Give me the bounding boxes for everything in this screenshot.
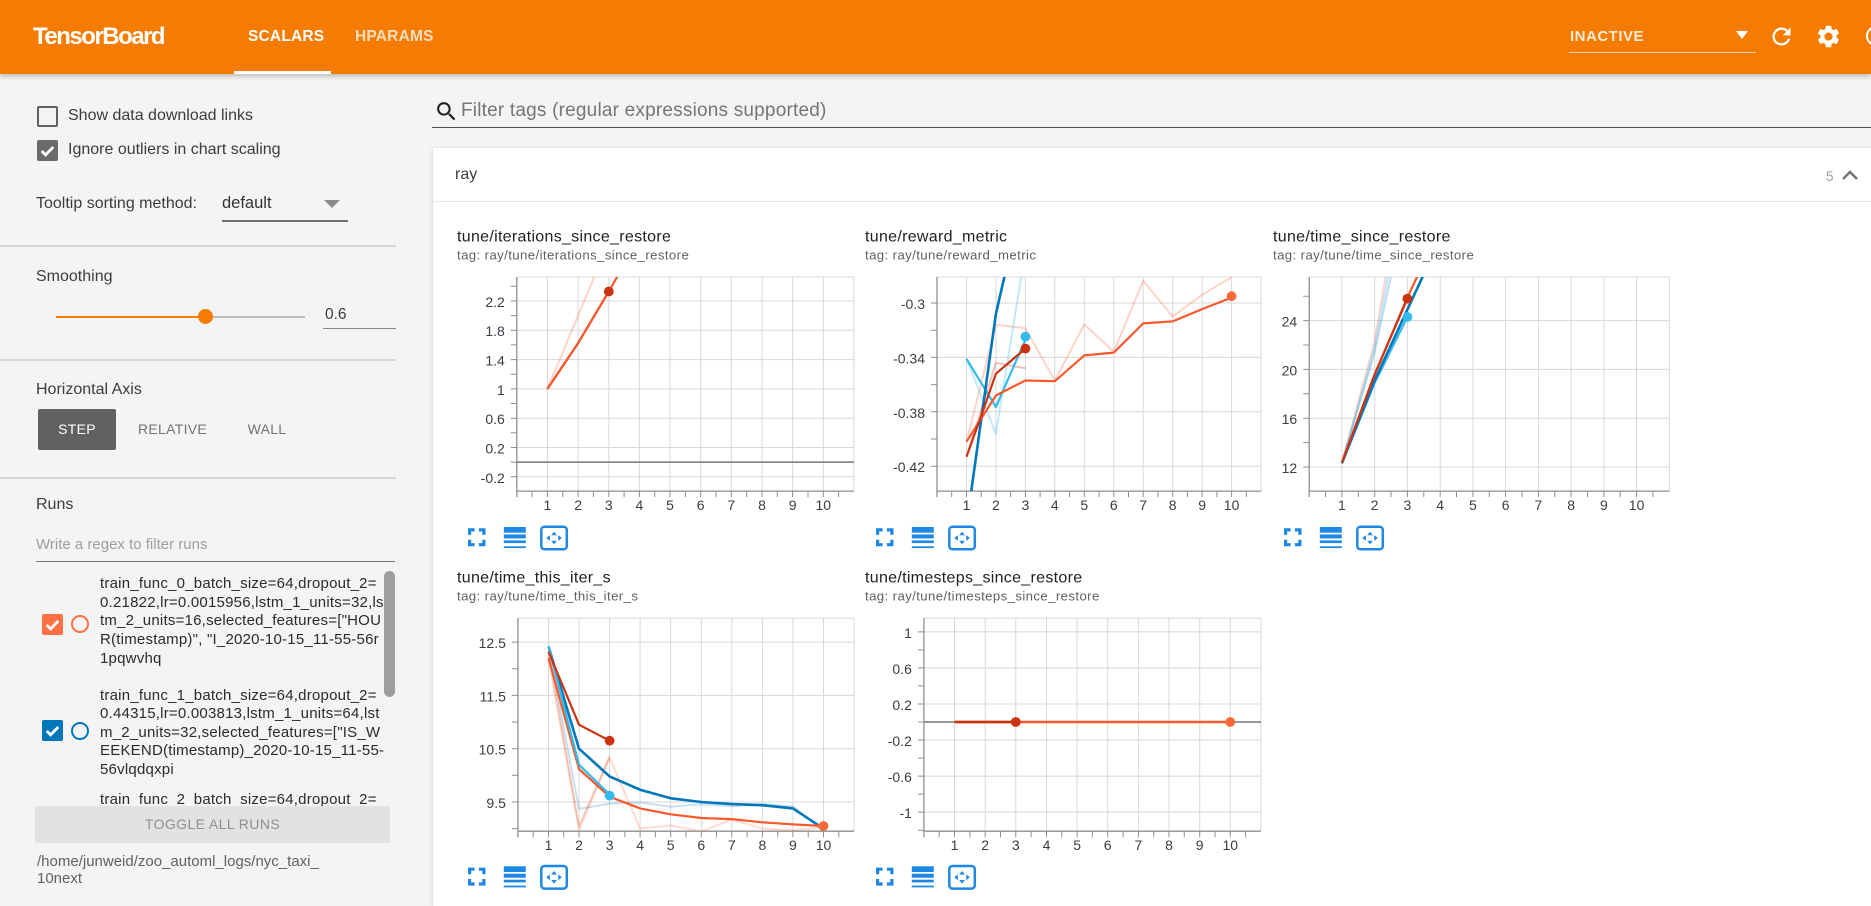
svg-text:6: 6 <box>1502 497 1510 513</box>
svg-text:12.5: 12.5 <box>479 635 506 651</box>
svg-text:8: 8 <box>1169 497 1177 513</box>
svg-text:2.2: 2.2 <box>485 294 505 310</box>
svg-text:-0.3: -0.3 <box>901 296 925 312</box>
svg-text:9.5: 9.5 <box>486 795 506 811</box>
svg-text:7: 7 <box>1139 497 1147 513</box>
svg-text:5: 5 <box>1469 497 1477 513</box>
svg-text:5: 5 <box>1073 837 1081 853</box>
svg-text:-0.2: -0.2 <box>888 733 912 749</box>
svg-text:10: 10 <box>1223 837 1239 853</box>
svg-text:3: 3 <box>1022 497 1030 513</box>
svg-text:3: 3 <box>606 837 614 853</box>
svg-text:2: 2 <box>992 497 1000 513</box>
svg-text:7: 7 <box>728 837 736 853</box>
svg-text:1.8: 1.8 <box>485 323 505 339</box>
svg-text:6: 6 <box>1104 837 1112 853</box>
svg-text:tune/timesteps_since_restore: tune/timesteps_since_restore <box>865 570 1082 587</box>
svg-text:3: 3 <box>1012 837 1020 853</box>
svg-text:-0.38: -0.38 <box>893 405 925 421</box>
svg-text:11.5: 11.5 <box>480 688 506 704</box>
svg-text:10: 10 <box>1224 497 1240 513</box>
svg-text:tag: ray/tune/timesteps_since_: tag: ray/tune/timesteps_since_restore <box>865 589 1100 604</box>
svg-text:-0.2: -0.2 <box>481 470 505 486</box>
svg-text:1: 1 <box>904 625 912 641</box>
svg-text:9: 9 <box>1600 497 1608 513</box>
svg-text:7: 7 <box>727 497 735 513</box>
svg-text:7: 7 <box>1535 497 1543 513</box>
svg-text:4: 4 <box>636 837 644 853</box>
svg-text:9: 9 <box>789 497 797 513</box>
svg-text:9: 9 <box>1198 497 1206 513</box>
svg-text:-0.6: -0.6 <box>888 769 912 785</box>
svg-text:tag: ray/tune/time_since_resto: tag: ray/tune/time_since_restore <box>1273 248 1474 263</box>
svg-text:5: 5 <box>667 837 675 853</box>
svg-text:tune/time_since_restore: tune/time_since_restore <box>1273 229 1451 246</box>
svg-text:8: 8 <box>1165 837 1173 853</box>
svg-text:0.6: 0.6 <box>892 661 912 677</box>
svg-text:8: 8 <box>758 497 766 513</box>
svg-text:5: 5 <box>666 497 674 513</box>
svg-text:5: 5 <box>1080 497 1088 513</box>
svg-text:0.2: 0.2 <box>892 697 912 713</box>
svg-text:-0.34: -0.34 <box>893 350 925 366</box>
svg-text:1: 1 <box>544 497 552 513</box>
svg-text:9: 9 <box>789 837 797 853</box>
svg-text:8: 8 <box>1567 497 1575 513</box>
svg-text:1: 1 <box>963 497 971 513</box>
svg-text:20: 20 <box>1282 362 1298 378</box>
svg-text:tag: ray/tune/iterations_since: tag: ray/tune/iterations_since_restore <box>457 248 689 263</box>
svg-text:6: 6 <box>1110 497 1118 513</box>
svg-text:3: 3 <box>1404 497 1412 513</box>
svg-text:9: 9 <box>1196 837 1204 853</box>
svg-text:tune/time_this_iter_s: tune/time_this_iter_s <box>457 570 611 587</box>
svg-text:2: 2 <box>981 837 989 853</box>
svg-text:tag: ray/tune/reward_metric: tag: ray/tune/reward_metric <box>865 248 1036 263</box>
svg-text:2: 2 <box>1371 497 1379 513</box>
svg-text:1.4: 1.4 <box>485 353 505 369</box>
svg-text:0.2: 0.2 <box>485 441 505 457</box>
svg-text:1: 1 <box>545 837 553 853</box>
svg-text:4: 4 <box>1051 497 1059 513</box>
svg-text:10: 10 <box>816 497 832 513</box>
svg-text:tag: ray/tune/time_this_iter_s: tag: ray/tune/time_this_iter_s <box>457 589 638 604</box>
svg-text:4: 4 <box>1043 837 1051 853</box>
svg-text:24: 24 <box>1282 314 1298 330</box>
svg-text:-0.42: -0.42 <box>893 459 925 475</box>
svg-text:-1: -1 <box>899 805 912 821</box>
svg-text:10.5: 10.5 <box>479 742 506 758</box>
svg-text:2: 2 <box>575 837 583 853</box>
svg-text:2: 2 <box>574 497 582 513</box>
svg-text:4: 4 <box>1436 497 1444 513</box>
svg-text:1: 1 <box>1338 497 1346 513</box>
svg-text:8: 8 <box>759 837 767 853</box>
svg-text:12: 12 <box>1282 460 1298 476</box>
svg-text:tune/iterations_since_restore: tune/iterations_since_restore <box>457 229 671 246</box>
svg-text:10: 10 <box>1629 497 1645 513</box>
svg-text:0.6: 0.6 <box>485 411 505 427</box>
svg-text:1: 1 <box>497 382 505 398</box>
svg-text:3: 3 <box>605 497 613 513</box>
svg-text:1: 1 <box>951 837 959 853</box>
svg-text:10: 10 <box>816 837 832 853</box>
svg-text:16: 16 <box>1282 411 1298 427</box>
svg-text:6: 6 <box>697 837 705 853</box>
svg-text:4: 4 <box>636 497 644 513</box>
svg-text:tune/reward_metric: tune/reward_metric <box>865 229 1007 246</box>
svg-text:7: 7 <box>1135 837 1143 853</box>
svg-text:6: 6 <box>697 497 705 513</box>
